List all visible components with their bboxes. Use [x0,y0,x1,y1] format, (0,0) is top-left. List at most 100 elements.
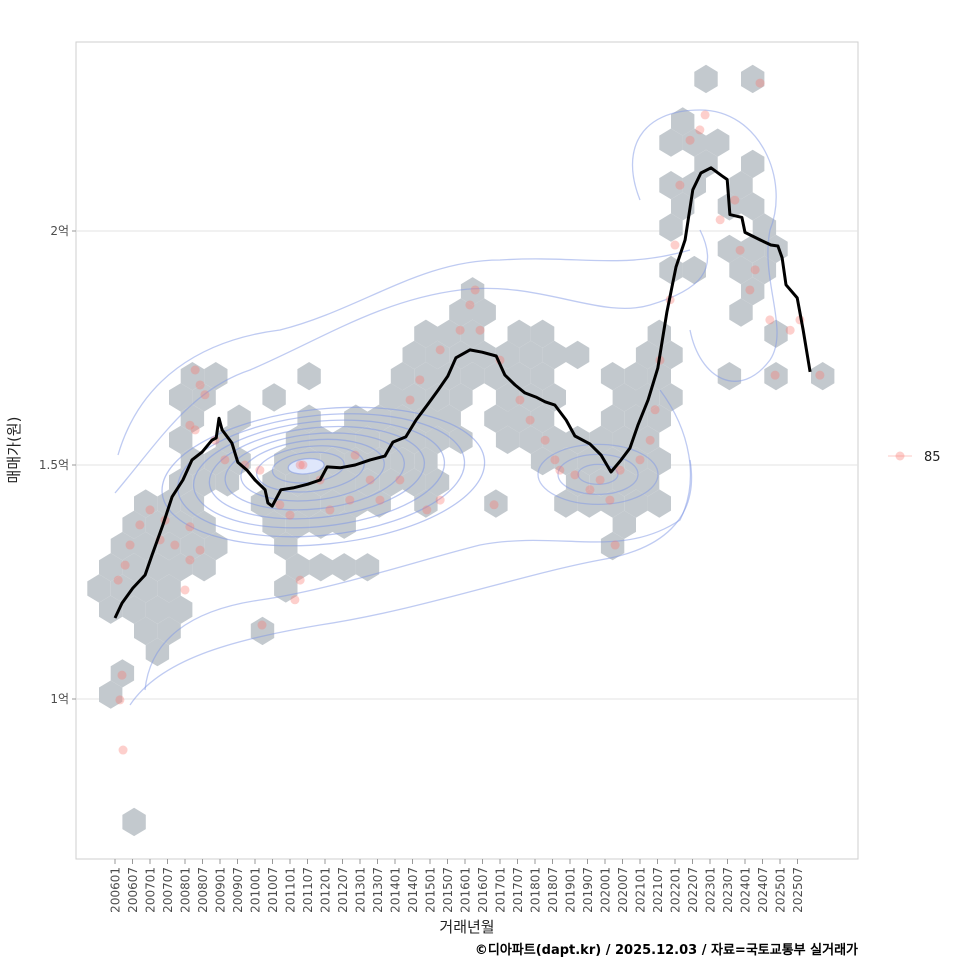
hexbin-cell [542,340,566,370]
data-point [515,395,525,405]
hexbin-cell [285,510,310,539]
data-point [190,365,200,375]
x-tick-label: 201407 [406,867,420,913]
hexbin-cell [565,340,590,370]
data-point [195,545,205,555]
x-tick-label: 201801 [529,867,543,913]
x-tick-label: 201201 [319,867,333,913]
data-point [185,522,195,532]
hexbin-cell [390,447,415,476]
data-point [345,495,355,505]
hexbin-cell [227,404,251,433]
hexbin-cell [274,489,298,518]
hexbin-cell [600,404,625,433]
data-point [685,135,695,145]
data-point [670,240,680,250]
contour-line [224,432,405,511]
contour-line [537,443,659,506]
hexbin-cell [635,425,660,454]
hexbin-cell [519,425,543,454]
data-point [190,425,200,435]
hexbin-cell [484,404,508,433]
hexbin-cell [309,553,333,582]
hexbin-cell [671,107,695,136]
hexbin-cell [717,362,742,391]
x-tick-label: 202301 [704,867,718,913]
hexbin-cell [425,468,450,497]
hexbin-cell [495,425,520,454]
hexbin-cell [157,616,181,646]
hexbin-cell [659,213,683,242]
hexbin-cell [425,340,450,370]
contour-line [240,438,385,502]
hexbin-cell [659,340,683,370]
hexbin-cell [530,404,555,433]
data-point [195,380,205,390]
x-tick-label: 201901 [564,867,578,913]
legend-point [895,451,905,461]
data-point [465,300,475,310]
x-tick-label: 202307 [721,867,735,913]
data-point [765,315,775,325]
x-tick-label: 200801 [179,867,193,913]
data-point [185,420,195,430]
hexbin-cell [169,553,193,582]
data-point [375,495,385,505]
hexbin-cell [542,425,566,454]
hexbin-cell [706,128,730,157]
hexbin-cell [741,64,765,94]
hexbin-cell [262,383,286,412]
x-tick-label: 202007 [616,867,630,913]
hexbin-cell [157,574,181,603]
hexbin-cell [414,447,438,476]
x-tick-label: 201601 [459,867,473,913]
hexbin-cell [495,340,520,370]
hexbin-cell [635,340,660,370]
data-point [525,415,535,425]
x-tick-label: 200607 [126,867,140,913]
data-point [395,475,405,485]
x-tick-label: 201701 [494,867,508,913]
contour-line [631,109,778,382]
hexbin-cell [215,468,240,497]
hexbin-cell [624,489,648,518]
y-tick-label: 2억 [50,224,69,238]
hexbin-cell [355,468,380,497]
x-tick-label: 201401 [389,867,403,913]
data-point [470,285,480,295]
data-point [255,465,265,475]
hexbin-cell [554,489,578,518]
hexbin-cell [612,510,636,539]
x-tick-label: 201107 [301,867,315,913]
data-point [295,575,305,585]
contour-line [117,249,691,456]
x-tick-label: 201707 [511,867,525,913]
data-point [405,395,415,405]
hexbin-cell [157,531,181,561]
x-tick-label: 201501 [424,867,438,913]
data-point [540,435,550,445]
x-tick-label: 201507 [441,867,455,913]
hexbin-cell [437,319,461,348]
hexbin-cell [180,362,205,391]
hexbin-cell [600,531,625,561]
hexbin-cell [647,404,671,433]
hexbin-cell [379,383,403,412]
hexbin-cell [449,383,473,412]
data-point [170,540,180,550]
hexbin-cell [519,340,543,370]
hexbin-cell [542,383,566,412]
data-point [220,455,230,465]
x-tick-label: 201007 [266,867,280,913]
hexbin-cell [134,616,158,646]
data-point [290,595,300,605]
hexbin-cell [87,574,111,603]
hexbin-cell [519,383,543,412]
hexbin-cell [367,404,391,433]
data-point [113,575,123,585]
data-point [695,125,705,135]
hexbin-cell [122,553,146,582]
hexbin-cell [507,319,531,348]
hexbin-cell [752,213,777,242]
hexbin-cell [460,277,485,306]
